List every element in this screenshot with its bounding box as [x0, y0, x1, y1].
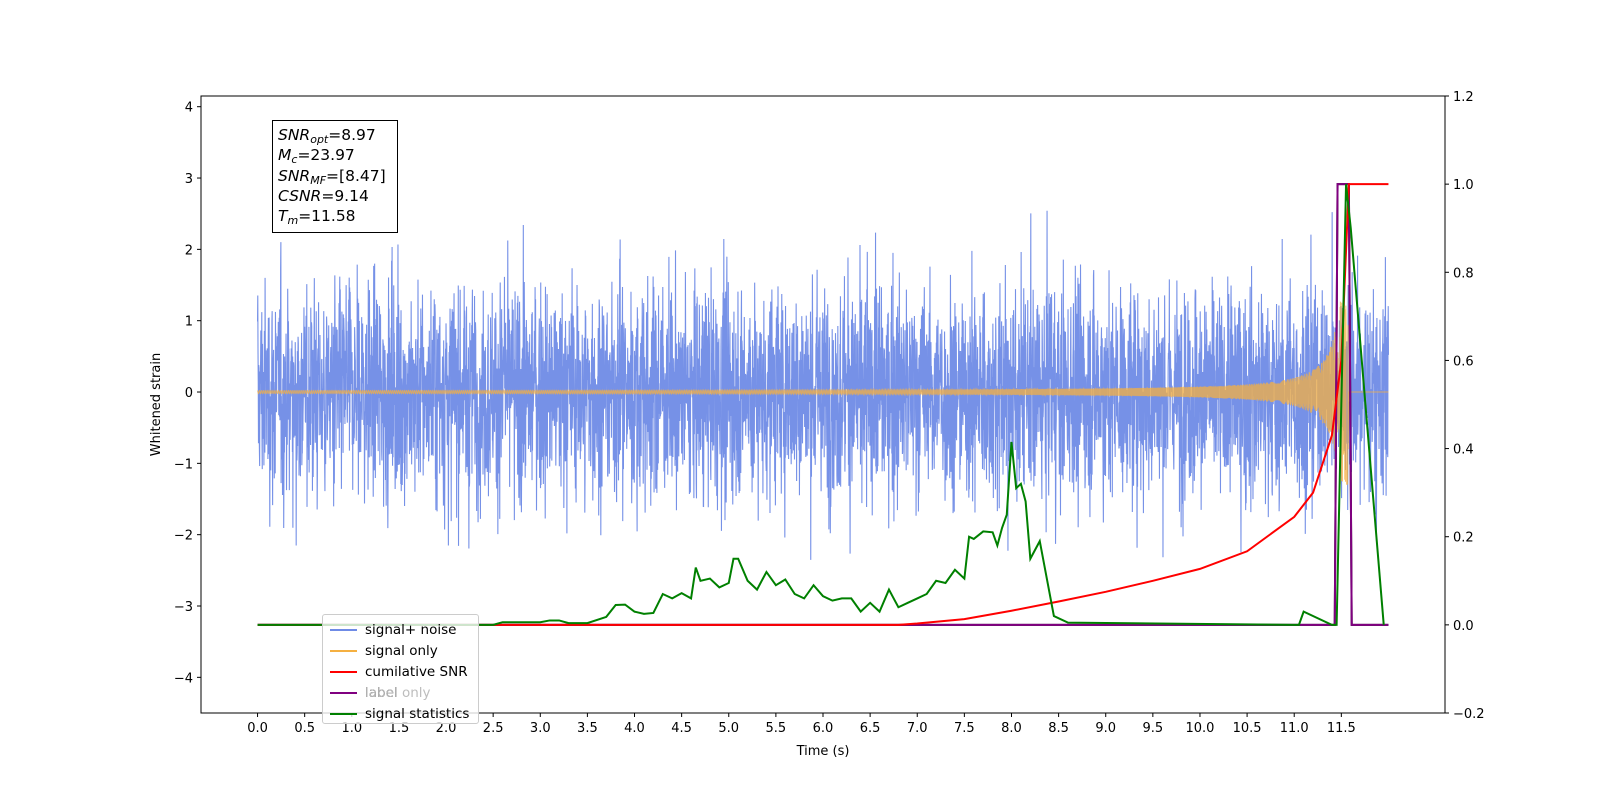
x-tick-label: 11.5: [1327, 721, 1356, 736]
y2-tick-label: 0.0: [1453, 619, 1474, 634]
series-label: [257, 183, 1389, 626]
x-tick-label: 5.5: [766, 721, 787, 736]
x-tick-label: 5.0: [718, 721, 739, 736]
snr-mf-annotation: SNRMF=[8.47]: [278, 166, 386, 187]
legend: signal+ noise signal only cumilative SNR…: [322, 614, 479, 724]
y-tick-label: 4: [185, 101, 193, 116]
legend-item-signal-statistics: signal statistics: [323, 703, 478, 724]
legend-item-cumulative-snr: cumilative SNR: [323, 661, 478, 682]
series-signal-noise: [257, 210, 1389, 560]
y2-tick-label: 1.2: [1453, 90, 1474, 105]
legend-label-overlapped: label only: [365, 684, 431, 701]
x-tick-label: 6.0: [813, 721, 834, 736]
x-tick-label: 11.0: [1280, 721, 1309, 736]
y-tick-label: 1: [185, 315, 193, 330]
y-tick-label: 3: [185, 172, 193, 187]
y2-tick-label: 0.4: [1453, 443, 1474, 458]
x-tick-label: 10.5: [1233, 721, 1262, 736]
x-tick-label: 0.5: [294, 721, 315, 736]
x-tick-label: 0.0: [247, 721, 268, 736]
x-tick-label: 9.0: [1095, 721, 1116, 736]
x-tick-label: 1.5: [389, 721, 410, 736]
x-tick-label: 2.5: [483, 721, 504, 736]
x-tick-label: 7.5: [954, 721, 975, 736]
csnr-annotation: CSNR=9.14: [278, 186, 369, 205]
legend-label: signal+ noise: [365, 621, 457, 638]
x-tick-label: 8.5: [1048, 721, 1069, 736]
legend-label: cumilative SNR: [365, 663, 468, 680]
x-tick-label: 10.0: [1185, 721, 1214, 736]
y-axis-right: 1.2 1.0 0.8 0.6 0.4 0.2 0.0 −0.2: [1445, 90, 1485, 722]
y2-tick-label: 1.0: [1453, 178, 1474, 193]
x-tick-label: 4.5: [671, 721, 692, 736]
legend-item-label: label label only: [323, 682, 478, 703]
legend-item-signal-noise: signal+ noise: [323, 619, 478, 640]
legend-item-signal-only: signal only: [323, 640, 478, 661]
legend-swatch: [330, 628, 357, 631]
series-signal-only: [257, 299, 1389, 485]
y2-tick-label: −0.2: [1453, 707, 1485, 722]
x-tick-label: 6.5: [860, 721, 881, 736]
merger-time-annotation: Tm=11.58: [278, 207, 356, 228]
y-axis-label: Whitened strain: [149, 353, 164, 456]
y-tick-label: −4: [174, 671, 193, 686]
y2-tick-label: 0.6: [1453, 354, 1474, 369]
legend-swatch: [330, 691, 357, 694]
x-tick-label: 8.0: [1001, 721, 1022, 736]
x-tick-label: 3.5: [577, 721, 598, 736]
y-tick-label: −1: [174, 457, 193, 472]
x-tick-label: 4.0: [624, 721, 645, 736]
legend-swatch: [330, 649, 357, 652]
x-tick-label: 9.5: [1143, 721, 1164, 736]
x-tick-label: 1.0: [341, 721, 362, 736]
y-tick-label: −2: [174, 529, 193, 544]
y-tick-label: 0: [185, 386, 193, 401]
snr-opt-annotation: SNRopt=8.97: [278, 126, 376, 146]
y-tick-label: −3: [174, 600, 193, 615]
y-tick-label: 2: [185, 243, 193, 258]
series-signal-statistics: [257, 184, 1385, 626]
x-tick-label: 2.0: [436, 721, 457, 736]
legend-label: label: [365, 684, 398, 701]
plot-area: [257, 183, 1389, 626]
annotation-box: SNRopt=8.97 Mc=23.97 SNRMF=[8.47] CSNR=9…: [272, 120, 398, 234]
y-axis-left: 4 3 2 1 0 −1 −2 −3 −4: [174, 101, 201, 686]
x-axis: 0.0 0.5 1.0 1.5 2.0 2.5 3.0 3.5 4.0 4.5 5.0 5.5 6.0 6…: [247, 713, 1356, 736]
x-tick-label: 7.0: [907, 721, 928, 736]
legend-label: signal only: [365, 642, 438, 659]
chirp-mass-annotation: Mc=23.97: [278, 146, 355, 167]
y2-tick-label: 0.8: [1453, 266, 1474, 281]
y2-tick-label: 0.2: [1453, 531, 1474, 546]
legend-swatch: [330, 670, 357, 673]
x-axis-label: Time (s): [796, 744, 850, 759]
legend-label: signal statistics: [365, 705, 470, 722]
x-tick-label: 3.0: [530, 721, 551, 736]
legend-swatch: [330, 712, 357, 715]
